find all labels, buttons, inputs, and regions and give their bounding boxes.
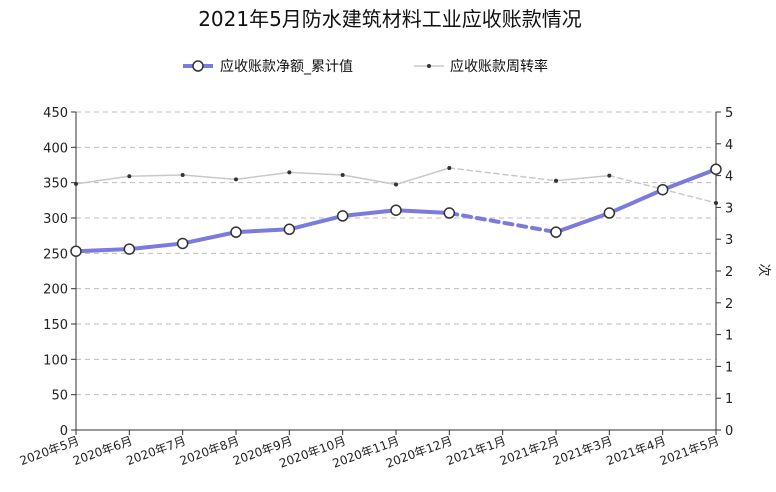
y-left-tick-label: 300 [43, 212, 68, 227]
x-tick-label: 2021年2月 [498, 434, 561, 468]
series-segment [287, 213, 345, 232]
legend-item-receivables: 应收账款净额_累计值 [183, 58, 353, 75]
series-gap-segment [447, 211, 558, 235]
data-point [230, 226, 242, 238]
data-point [390, 204, 402, 216]
series-segment [341, 174, 397, 186]
series-segment [180, 230, 238, 246]
data-point [607, 173, 612, 178]
data-point [234, 177, 238, 182]
legend: 应收账款净额_累计值 应收账款周转率 [183, 58, 548, 75]
x-tick-label: 2021年3月 [551, 434, 614, 468]
legend-marker-receivables [192, 60, 204, 72]
y-right-tick-label: 1 [725, 360, 733, 375]
legend-item-turnover: 应收账款周转率 [414, 58, 548, 75]
y-left-tick-label: 150 [43, 318, 68, 333]
legend-label-turnover: 应收账款周转率 [450, 58, 548, 75]
data-point [603, 207, 616, 219]
series-segment [128, 174, 184, 177]
data-point [656, 183, 669, 196]
data-point [714, 200, 718, 205]
y-right-tick-label: 4 [725, 170, 733, 185]
x-tick-label: 2020年6月 [71, 434, 134, 468]
legend-label-receivables: 应收账款净额_累计值 [220, 58, 353, 75]
y-left-tick-label: 450 [43, 106, 68, 121]
y-right-tick-label: 2 [725, 265, 733, 280]
y-left-tick-label: 200 [43, 283, 68, 298]
x-axis-ticks: 2020年5月2020年6月2020年7月2020年8月2020年9月2020年… [18, 430, 721, 471]
series-segment [554, 211, 612, 235]
y-left-tick-label: 50 [51, 389, 68, 404]
data-point [554, 178, 558, 183]
data-point [283, 223, 296, 236]
series-0 [70, 163, 722, 257]
y-left-tick-label: 250 [43, 247, 68, 262]
y-right-tick-label: 1 [725, 392, 733, 407]
y-right-tick-label: 1 [725, 329, 733, 344]
data-point [123, 243, 136, 255]
data-point [74, 181, 78, 186]
y-right-tick-label: 2 [725, 297, 733, 312]
series-segment [75, 175, 131, 185]
data-point [710, 163, 722, 175]
series-segment [74, 247, 132, 254]
series-1 [74, 165, 718, 205]
x-tick-label: 2020年5月 [18, 434, 81, 468]
data-point [394, 182, 398, 187]
data-point [180, 172, 185, 177]
series-segment [288, 171, 344, 176]
axes: 0 50 100 150 200 250 300 350 400 450 0 1 1 1 2 2 3 3 4 4 5 [43, 106, 733, 439]
x-tick-label: 2020年7月 [124, 434, 187, 468]
data-point [550, 226, 562, 238]
data-point [287, 170, 292, 175]
y-right-tick-label: 4 [725, 138, 733, 153]
x-tick-label: 2020年8月 [178, 434, 241, 468]
series-segment [181, 174, 237, 181]
series-segment [234, 227, 292, 235]
data-point [176, 237, 189, 250]
series-segment [555, 174, 611, 182]
y-right-tick-label: 5 [725, 106, 733, 121]
y-left-tick-label: 100 [43, 353, 68, 368]
series [70, 163, 722, 257]
series-segment [395, 167, 451, 186]
series-segment [660, 167, 718, 192]
data-point [443, 207, 456, 219]
series-gap-segment [448, 167, 557, 182]
data-point [70, 245, 82, 257]
y-left-tick-label: 400 [43, 141, 68, 156]
series-segment [394, 208, 452, 216]
series-segment [607, 187, 665, 216]
data-point [127, 174, 132, 179]
grid [76, 111, 716, 396]
chart-title: 2021年5月防水建筑材料工业应收账款情况 [198, 7, 582, 31]
right-axis-label: 次 [756, 263, 772, 276]
x-tick-label: 2021年5月 [658, 434, 721, 468]
y-left-tick-label: 0 [60, 424, 68, 439]
y-right-tick-label: 0 [725, 424, 733, 439]
y-left-tick-label: 350 [43, 177, 68, 192]
series-segment [235, 171, 291, 181]
y-right-tick-label: 3 [725, 201, 733, 216]
x-tick-label: 2021年4月 [604, 434, 667, 468]
data-point [340, 172, 345, 177]
series-segment [127, 241, 185, 252]
legend-marker-turnover [427, 64, 431, 68]
data-point [447, 165, 452, 170]
data-point [336, 210, 349, 222]
y-right-tick-label: 3 [725, 233, 733, 248]
x-tick-label: 2021年1月 [444, 434, 507, 468]
series-segment [340, 208, 398, 218]
